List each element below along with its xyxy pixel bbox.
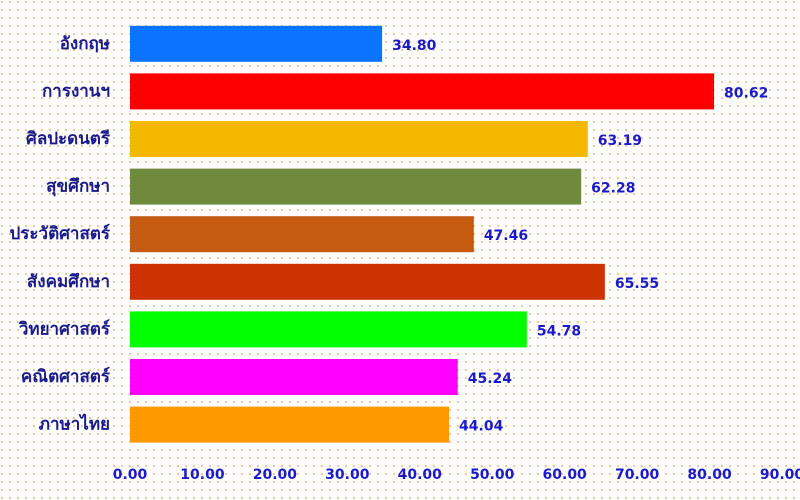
value-label: 44.04 [459, 419, 504, 435]
category-label: การงานฯ [42, 81, 110, 101]
x-tick-label: 80.00 [687, 467, 732, 483]
category-label: ศิลปะดนตรี [26, 128, 111, 149]
x-tick-label: 50.00 [470, 467, 515, 483]
value-label: 80.62 [724, 85, 768, 101]
bar [130, 121, 588, 157]
bar [130, 311, 527, 348]
x-tick-label: 70.00 [615, 467, 660, 483]
value-label: 34.80 [392, 38, 437, 54]
value-label: 63.19 [598, 133, 642, 149]
value-label: 62.28 [591, 181, 635, 197]
value-label: 47.46 [484, 228, 528, 244]
category-label: คณิตศาสตร์ [21, 366, 111, 387]
bar [130, 359, 458, 395]
bar [130, 168, 582, 205]
bar [130, 263, 605, 300]
bar [130, 406, 450, 443]
x-tick-label: 90.00 [760, 467, 800, 483]
x-tick-label: 40.00 [398, 467, 443, 483]
category-label: สังคมศึกษา [27, 272, 110, 292]
category-label: ภาษาไทย [39, 414, 110, 435]
value-label: 65.55 [615, 276, 659, 292]
x-tick-label: 10.00 [180, 467, 225, 483]
x-tick-label: 30.00 [325, 467, 370, 483]
bar [130, 216, 474, 253]
category-label: สุขศึกษา [46, 177, 110, 197]
category-label: อังกฤษ [60, 34, 110, 54]
bar [130, 73, 715, 110]
bar [130, 25, 383, 62]
x-tick-label: 60.00 [543, 467, 588, 483]
value-label: 45.24 [468, 371, 513, 387]
category-label: วิทยาศาสตร์ [18, 318, 110, 339]
category-label: ประวัติศาสตร์ [9, 223, 110, 244]
value-label: 54.78 [537, 323, 581, 339]
x-tick-label: 0.00 [113, 467, 148, 483]
x-tick-label: 20.00 [253, 467, 298, 483]
